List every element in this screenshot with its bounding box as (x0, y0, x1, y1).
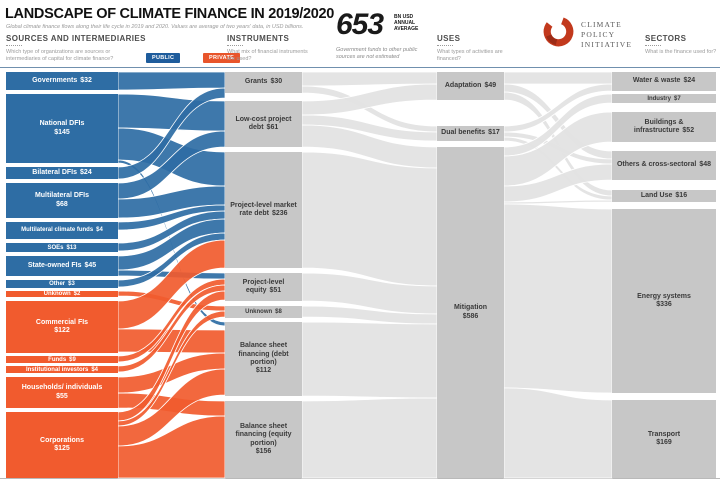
total-value-caption: BN USD ANNUAL AVERAGE (394, 14, 419, 32)
private-legend-badge: PRIVATE (203, 53, 241, 63)
total-value: 653 (336, 8, 384, 41)
node-land-use: Land Use $16 (612, 190, 716, 202)
node-multilateral-dfis: Multilateral DFIs $68 (6, 183, 118, 218)
node-buildings-infrastructure: Buildings & infrastructure $52 (612, 112, 716, 142)
header-divider (0, 67, 720, 68)
node-project-level-market-rate-debt: Project-level market rate debt $236 (225, 152, 302, 268)
node-industry: Industry $7 (612, 94, 716, 103)
node-balance-sheet-equity: Balance sheet financing (equity portion)… (225, 401, 302, 478)
node-balance-sheet-debt: Balance sheet financing (debt portion) $1… (225, 322, 302, 396)
sectors-question: What is the finance used for? (645, 49, 717, 55)
flows-public-sources-to-instruments (117, 71, 226, 327)
node-corporations: Corporations $125 (6, 412, 118, 478)
node-commercial-fis: Commercial FIs $122 (6, 301, 118, 353)
public-legend-badge: PUBLIC (146, 53, 181, 63)
page-subtitle: Global climate finance flows along their… (6, 24, 304, 30)
node-other-public: Other $3 (6, 280, 118, 288)
instruments-heading: INSTRUMENTS (227, 34, 289, 46)
node-grants: Grants $30 (225, 72, 302, 93)
node-adaptation: Adaptation $49 (437, 72, 504, 100)
node-water-waste: Water & waste $24 (612, 72, 716, 91)
cpi-logo-icon (540, 13, 577, 55)
node-households-individuals: Households/ individuals $55 (6, 377, 118, 408)
page-title: LANDSCAPE OF CLIMATE FINANCE IN 2019/202… (5, 6, 335, 22)
uses-question: What types of activities are financed? (437, 49, 503, 63)
node-unknown-source: Unknown $2 (6, 291, 118, 297)
node-mitigation: Mitigation $586 (437, 147, 504, 478)
node-unknown-instrument: Unknown $8 (225, 306, 302, 318)
sectors-heading: SECTORS (645, 34, 686, 46)
sources-question: Which type of organizations are sources … (6, 49, 114, 63)
cpi-logo-text: CLIMATE POLICY INITIATIVE (581, 20, 633, 50)
node-project-level-equity: Project-level equity $51 (225, 273, 302, 301)
node-governments: Governments $32 (6, 72, 118, 90)
node-state-owned-fis: State-owned FIs $45 (6, 256, 118, 276)
flows-private-sources-to-instruments (117, 239, 226, 479)
node-transport: Transport $169 (612, 400, 716, 478)
node-bilateral-dfis: Bilateral DFIs $24 (6, 167, 118, 179)
instruments-question: What mix of financial instruments are us… (227, 49, 308, 63)
node-institutional-investors: Institutional investors $4 (6, 366, 118, 373)
node-low-cost-project-debt: Low-cost project debt $61 (225, 101, 302, 147)
sources-heading: SOURCES AND INTERMEDIARIES (6, 34, 146, 46)
node-funds: Funds $9 (6, 356, 118, 363)
node-national-dfis: National DFIs $145 (6, 94, 118, 163)
node-soes: SOEs $13 (6, 243, 118, 252)
flows-instruments-to-uses (301, 71, 438, 479)
bottom-divider (0, 478, 720, 479)
node-others-cross-sectoral: Others & cross-sectoral $48 (612, 151, 716, 180)
node-dual-benefits: Dual benefits $17 (437, 126, 504, 141)
node-energy-systems: Energy systems $336 (612, 209, 716, 393)
flows-uses-to-sectors (503, 71, 613, 479)
methodology-note: Government funds to other public sources… (336, 47, 418, 61)
uses-heading: USES (437, 34, 460, 46)
node-multilateral-climate-funds: Multilateral climate funds $4 (6, 222, 118, 239)
